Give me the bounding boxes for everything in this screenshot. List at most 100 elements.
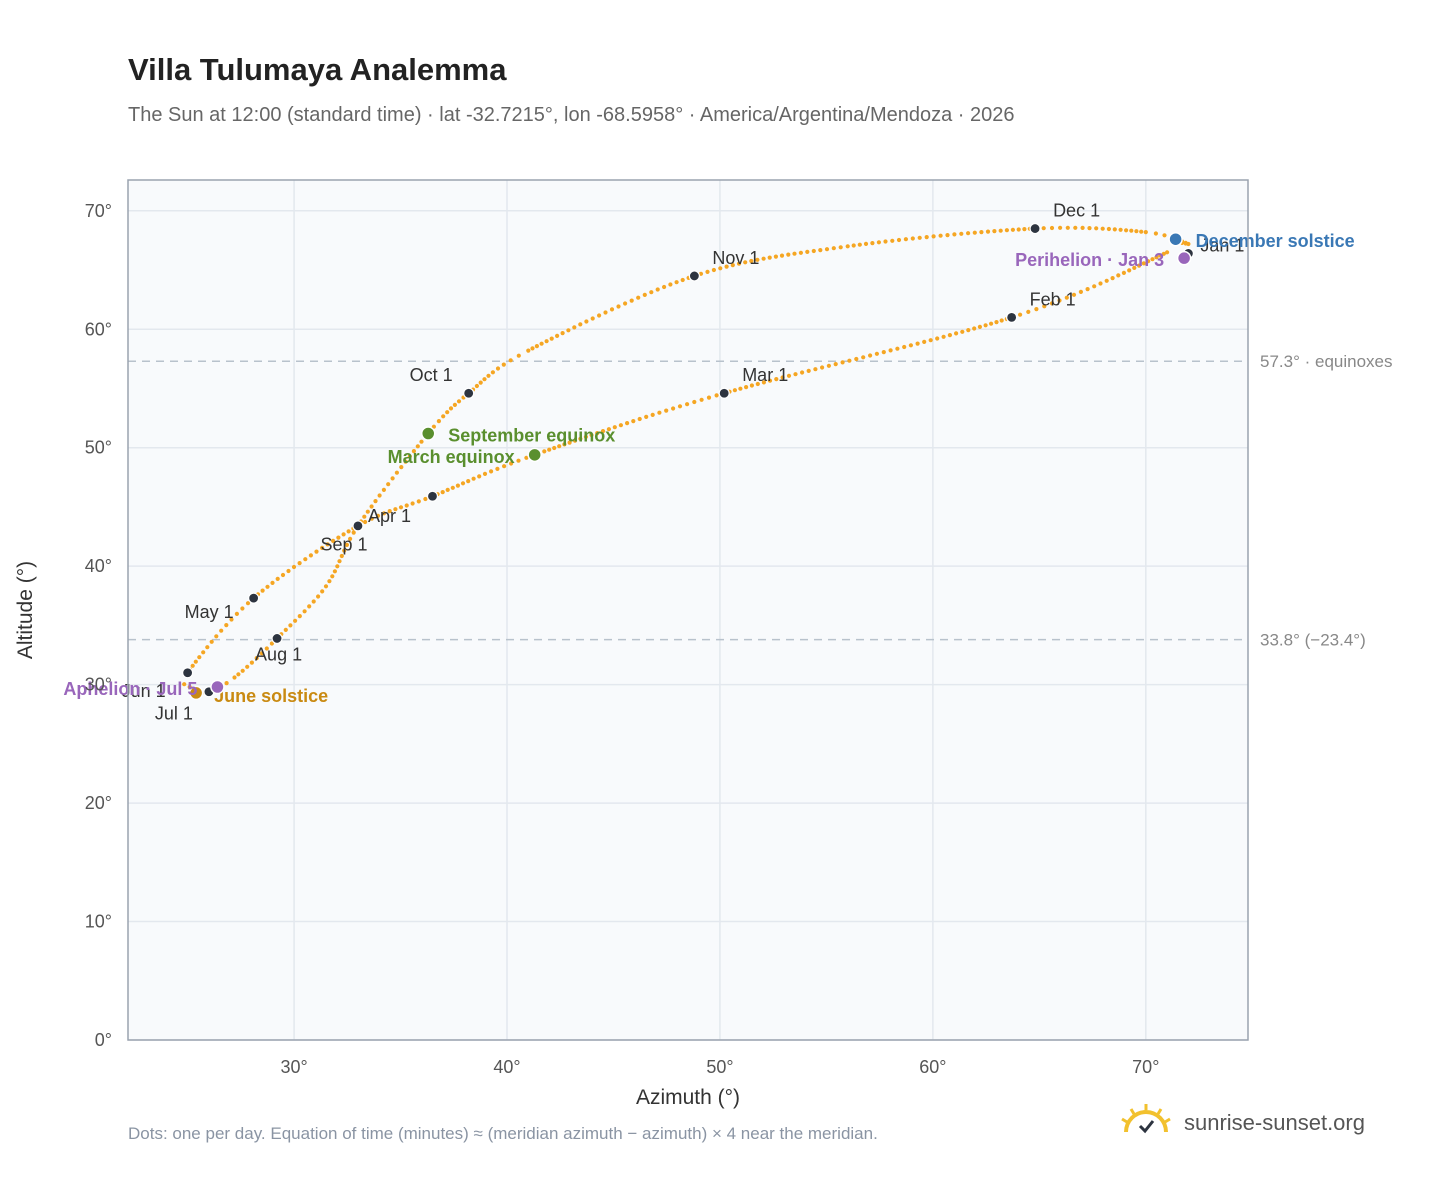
- daily-sun-dot: [838, 245, 843, 250]
- daily-sun-dot: [495, 366, 501, 371]
- daily-sun-dot: [931, 234, 936, 239]
- daily-sun-dot: [609, 307, 615, 312]
- daily-sun-dot: [623, 301, 628, 306]
- daily-sun-dot: [1087, 226, 1092, 231]
- daily-sun-dot: [486, 373, 491, 378]
- daily-sun-dot: [616, 304, 621, 309]
- daily-sun-dot: [767, 378, 773, 383]
- daily-sun-dot: [375, 513, 381, 518]
- month-label: Sep 1: [320, 534, 367, 554]
- daily-sun-dot: [854, 356, 859, 362]
- daily-sun-dot: [1092, 284, 1097, 289]
- daily-sun-dot: [369, 516, 374, 521]
- daily-sun-dot: [240, 606, 245, 611]
- daily-sun-dot: [1134, 229, 1139, 234]
- daily-sun-dot: [1158, 253, 1163, 258]
- daily-sun-dot: [1071, 292, 1077, 297]
- daily-sun-dot: [979, 230, 984, 235]
- daily-sun-dot: [348, 536, 353, 542]
- daily-sun-dot: [182, 682, 187, 687]
- daily-sun-dot: [895, 346, 900, 351]
- daily-sun-dot: [325, 542, 330, 547]
- month-marker: [463, 387, 475, 399]
- daily-sun-dot: [928, 338, 933, 343]
- brand-text[interactable]: sunrise-sunset.org: [1184, 1109, 1365, 1135]
- daily-sun-dot: [578, 322, 583, 327]
- daily-sun-dot: [316, 594, 321, 599]
- daily-sun-dot: [562, 442, 567, 447]
- daily-sun-dot: [883, 239, 888, 244]
- daily-sun-dot: [526, 348, 531, 353]
- daily-sun-dot: [861, 355, 866, 360]
- daily-sun-dot: [952, 232, 957, 237]
- daily-sun-dot: [649, 290, 654, 295]
- daily-sun-dot: [1112, 227, 1117, 232]
- daily-sun-dot: [671, 406, 676, 411]
- month-marker: [352, 520, 364, 532]
- daily-sun-dot: [1057, 298, 1062, 303]
- daily-sun-dot: [749, 258, 754, 264]
- month-label: Oct 1: [410, 365, 453, 385]
- daily-sun-dot: [288, 623, 293, 628]
- month-label: Aug 1: [255, 644, 302, 664]
- daily-sun-dot: [331, 538, 336, 544]
- daily-sun-dot: [1064, 295, 1069, 300]
- daily-sun-dot: [668, 282, 673, 287]
- daily-sun-dot: [780, 375, 785, 380]
- daily-sun-dot: [806, 368, 811, 373]
- daily-sun-dot: [393, 507, 398, 512]
- daily-sun-dot: [851, 243, 856, 248]
- daily-sun-dot: [466, 479, 471, 484]
- daily-sun-dot: [448, 406, 454, 411]
- y-tick-label: 40°: [85, 556, 112, 576]
- daily-sun-dot: [508, 358, 513, 363]
- daily-sun-dot: [767, 255, 772, 260]
- month-marker: [182, 667, 194, 679]
- daily-sun-dot: [730, 263, 735, 268]
- daily-sun-dot: [254, 656, 259, 661]
- daily-sun-dot: [552, 445, 557, 451]
- daily-sun-dot: [744, 385, 749, 390]
- daily-sun-dot: [193, 659, 198, 664]
- daily-sun-dot: [805, 249, 810, 254]
- daily-sun-dot: [369, 504, 374, 509]
- event-marker: [1176, 250, 1192, 266]
- daily-sun-dot: [881, 350, 886, 355]
- x-axis-label: Azimuth (°): [636, 1086, 740, 1109]
- daily-sun-dot: [501, 362, 506, 367]
- daily-sun-dot: [1104, 278, 1109, 283]
- event-markers: December solstice Perihelion · Jan 3 Septe…: [63, 231, 1354, 706]
- daily-sun-dot: [404, 503, 409, 508]
- event-label: Perihelion · Jan 3: [1015, 250, 1164, 270]
- daily-sun-dot: [954, 331, 959, 336]
- daily-sun-dot: [1154, 255, 1159, 260]
- daily-sun-dot: [680, 277, 685, 283]
- daily-sun-dot: [407, 454, 412, 459]
- daily-sun-dot: [1098, 281, 1103, 286]
- sun-logo-icon: [1120, 1102, 1172, 1143]
- daily-sun-dot: [482, 377, 487, 382]
- daily-sun-dot: [490, 370, 495, 375]
- daily-sun-dot: [738, 386, 743, 391]
- daily-sun-dot: [205, 645, 210, 650]
- daily-sun-dot: [566, 328, 571, 333]
- daily-sun-dot: [1026, 309, 1031, 314]
- daily-sun-dot: [779, 253, 785, 258]
- daily-sun-dot: [1183, 241, 1188, 246]
- daily-sun-dot: [455, 483, 460, 488]
- axis-ticks: 30° 40° 50° 60° 70° 0° 10° 20° 30° 40° 50° 60° 70°: [85, 201, 1160, 1077]
- event-marker: [210, 679, 225, 695]
- daily-sun-dot: [567, 440, 572, 445]
- daily-sun-dot: [302, 609, 307, 614]
- month-markers: Jan 1 Feb 1 Mar 1 Apr 1 May 1 Jun 1 Jul 1 Aug 1…: [122, 201, 1245, 724]
- daily-sun-dot: [1139, 229, 1144, 234]
- y-tick-label: 70°: [85, 201, 112, 221]
- daily-sun-dot: [572, 438, 578, 443]
- brand[interactable]: sunrise-sunset.org: [1120, 1102, 1365, 1143]
- daily-sun-dot: [1085, 287, 1090, 292]
- daily-sun-dot: [423, 496, 428, 502]
- daily-sun-dot: [998, 228, 1003, 233]
- daily-sun-dot: [792, 251, 797, 256]
- daily-sun-dot: [840, 360, 845, 365]
